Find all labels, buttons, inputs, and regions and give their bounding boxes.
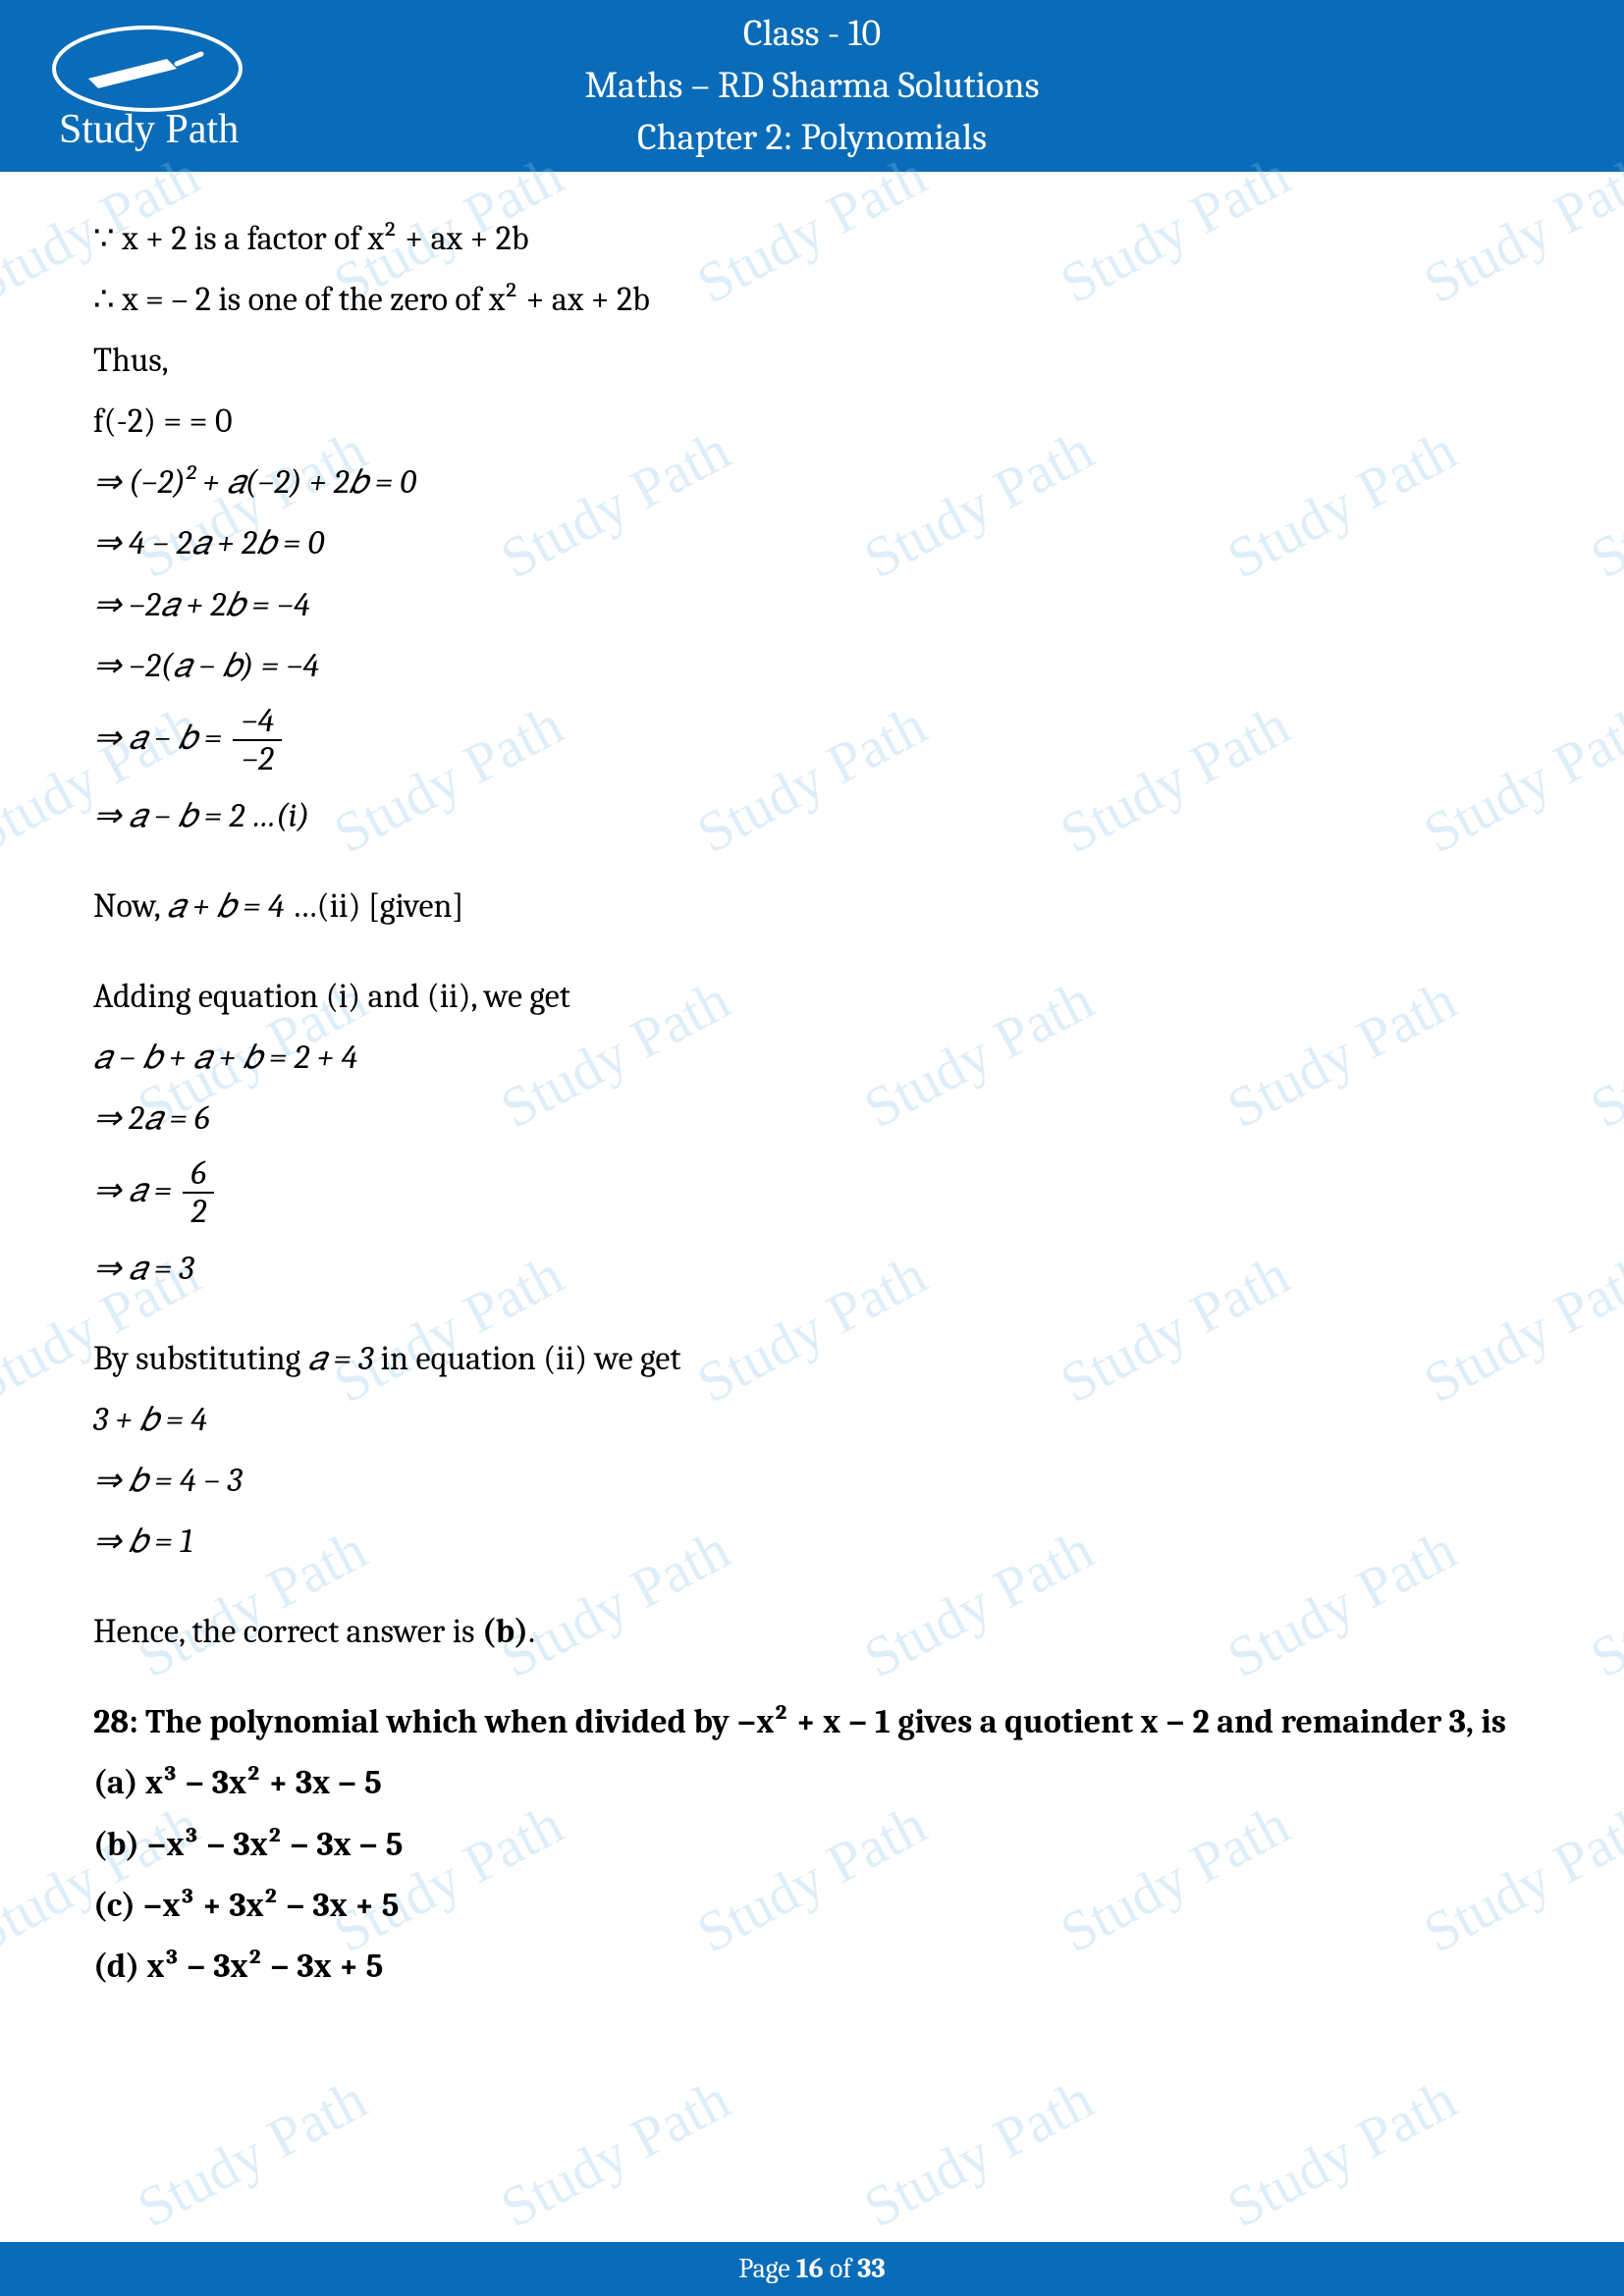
page-header: Study Path Class - 10 Maths – RD Sharma … bbox=[0, 0, 1624, 172]
solution-line: ⇒ 4 − 2𝑎 + 2𝑏 = 0 bbox=[93, 515, 1531, 570]
solution-line: 𝑎 − 𝑏 + 𝑎 + 𝑏 = 2 + 4 bbox=[93, 1030, 1531, 1085]
math-segment: 𝑎 = 3 bbox=[308, 1339, 373, 1378]
solution-line: ⇒ 𝑎 − 𝑏 = −4 −2 bbox=[93, 699, 1531, 782]
watermark: Study Path bbox=[490, 2066, 740, 2241]
solution-line: ⇒ −2(𝑎 − 𝑏) = −4 bbox=[93, 638, 1531, 693]
question-text: 28: The polynomial which when divided by… bbox=[93, 1694, 1531, 1749]
option-b: (b) −x³ − 3x² − 3x − 5 bbox=[93, 1817, 1531, 1872]
solution-line: ⇒ 𝑏 = 4 − 3 bbox=[93, 1453, 1531, 1508]
fraction-numerator: −4 bbox=[233, 703, 282, 741]
page-current: 16 bbox=[796, 2253, 824, 2284]
fraction: −4 −2 bbox=[233, 703, 282, 778]
footer-prefix: Page bbox=[738, 2253, 796, 2284]
answer-option: (b) bbox=[482, 1612, 528, 1651]
solution-line: 3 + 𝑏 = 4 bbox=[93, 1392, 1531, 1447]
option-d: (d) x³ − 3x² − 3x + 5 bbox=[93, 1939, 1531, 1994]
page-footer: Page 16 of 33 bbox=[0, 2242, 1624, 2296]
solution-line: ⇒ −2𝑎 + 2𝑏 = −4 bbox=[93, 577, 1531, 632]
solution-line: ⇒ 2𝑎 = 6 bbox=[93, 1091, 1531, 1146]
study-path-logo: Study Path bbox=[39, 20, 255, 157]
solution-line: ⇒ 𝑎 − 𝑏 = 2 …(i) bbox=[93, 788, 1531, 843]
solution-line: ∵ x + 2 is a factor of x² + ax + 2b bbox=[93, 211, 1531, 266]
page-content: ∵ x + 2 is a factor of x² + ax + 2b ∴ x … bbox=[0, 172, 1624, 1994]
watermark: Study Path bbox=[127, 2066, 377, 2241]
fraction-denominator: 2 bbox=[183, 1194, 214, 1230]
watermark: Study Path bbox=[1217, 2066, 1467, 2241]
watermark: Study Path bbox=[853, 2066, 1104, 2241]
line-prefix: ⇒ 𝑎 − 𝑏 = bbox=[93, 718, 229, 757]
solution-line: ⇒ 𝑎 = 3 bbox=[93, 1241, 1531, 1296]
solution-line: ⇒ 𝑎 = 6 2 bbox=[93, 1151, 1531, 1235]
logo-text: Study Path bbox=[59, 107, 239, 152]
text-segment: Hence, the correct answer is bbox=[93, 1612, 482, 1651]
solution-line: Thus, bbox=[93, 333, 1531, 388]
page-total: 33 bbox=[857, 2253, 885, 2284]
solution-line: ⇒ 𝑏 = 1 bbox=[93, 1514, 1531, 1569]
line-prefix: ⇒ 𝑎 = bbox=[93, 1170, 179, 1209]
solution-line: f(-2) = = 0 bbox=[93, 394, 1531, 449]
math-segment: 𝑎 + 𝑏 = 4 bbox=[167, 886, 284, 926]
text-segment: . bbox=[528, 1612, 535, 1651]
text-segment: By substituting bbox=[93, 1339, 308, 1378]
answer-line: Hence, the correct answer is (b). bbox=[93, 1604, 1531, 1659]
text-segment: Now, bbox=[93, 886, 167, 926]
solution-line: ∴ x = – 2 is one of the zero of x² + ax … bbox=[93, 272, 1531, 327]
text-segment: in equation (ii) we get bbox=[373, 1339, 680, 1378]
solution-line: ⇒ (−2)² + 𝑎(−2) + 2𝑏 = 0 bbox=[93, 454, 1531, 509]
option-c: (c) −x³ + 3x² − 3x + 5 bbox=[93, 1878, 1531, 1933]
text-segment: …(ii) [given] bbox=[285, 886, 464, 926]
fraction-numerator: 6 bbox=[183, 1155, 214, 1194]
fraction: 6 2 bbox=[183, 1155, 214, 1231]
solution-line: Now, 𝑎 + 𝑏 = 4 …(ii) [given] bbox=[93, 879, 1531, 934]
solution-line: By substituting 𝑎 = 3 in equation (ii) w… bbox=[93, 1331, 1531, 1386]
fraction-denominator: −2 bbox=[233, 741, 282, 777]
solution-line: Adding equation (i) and (ii), we get bbox=[93, 969, 1531, 1024]
footer-mid: of bbox=[824, 2253, 858, 2284]
option-a: (a) x³ − 3x² + 3x − 5 bbox=[93, 1755, 1531, 1810]
